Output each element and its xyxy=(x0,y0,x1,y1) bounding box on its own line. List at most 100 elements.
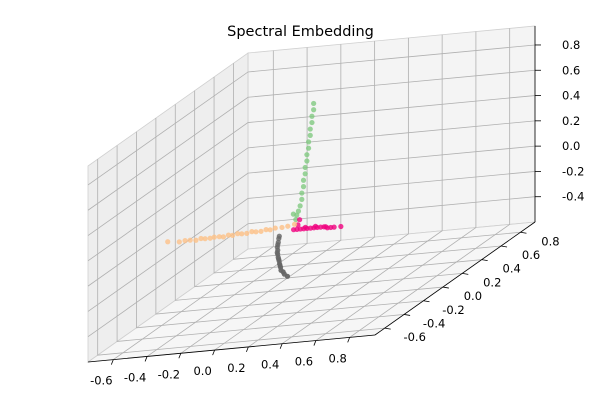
data-point-series-2 xyxy=(293,216,299,223)
data-point-series-2 xyxy=(309,113,315,119)
data-point-series-3 xyxy=(338,223,344,230)
data-point-series-1 xyxy=(267,227,273,233)
data-point-series-1 xyxy=(187,237,193,243)
y-grid-line xyxy=(155,118,443,315)
y-grid-line xyxy=(174,104,463,301)
data-point-series-1 xyxy=(244,230,250,236)
y-tick-mark xyxy=(404,314,411,316)
data-point-series-1 xyxy=(263,227,269,233)
y-tick-mark xyxy=(384,327,391,330)
data-point-series-2 xyxy=(307,126,313,132)
data-point-series-2 xyxy=(299,190,305,196)
data-point-series-1 xyxy=(211,234,217,240)
data-point-series-2 xyxy=(305,139,312,145)
x-tick-label: 0.6 xyxy=(295,355,313,369)
data-point-series-2 xyxy=(302,164,308,171)
z-tick-label: -0.4 xyxy=(562,190,584,204)
data-point-series-2 xyxy=(302,171,308,177)
chart-title: Spectral Embedding xyxy=(227,24,374,40)
x-tick-label: -0.2 xyxy=(158,367,180,381)
y-tick-mark xyxy=(423,300,430,303)
axis-lines xyxy=(87,26,536,363)
data-point-series-1 xyxy=(225,232,232,238)
y-grid-line xyxy=(233,63,521,260)
x-tick-label: -0.6 xyxy=(90,374,112,388)
data-point-series-1 xyxy=(193,237,199,243)
y-tick-label: 0.6 xyxy=(522,248,540,262)
data-point-series-2 xyxy=(297,203,303,209)
z-grid-line xyxy=(87,95,536,236)
z-grid-line xyxy=(87,196,536,338)
y-tick-label: 0.4 xyxy=(503,262,521,276)
data-point-series-2 xyxy=(311,107,317,113)
y-grid-line xyxy=(213,76,502,274)
x-grid-line xyxy=(146,47,308,357)
data-point-series-1 xyxy=(285,223,291,229)
data-point-series-2 xyxy=(305,145,312,151)
y-tick-label: 0.8 xyxy=(541,234,559,248)
data-point-series-1 xyxy=(235,231,241,237)
data-point-series-3 xyxy=(323,224,329,230)
data-point-series-1 xyxy=(249,229,255,235)
data-point-series-1 xyxy=(220,234,227,240)
data-point-series-4 xyxy=(284,273,291,279)
x-grid-line xyxy=(214,41,376,351)
x-grid-line xyxy=(180,44,342,354)
y-tick-mark xyxy=(481,259,488,262)
data-point-series-1 xyxy=(207,235,213,241)
data-point-series-1 xyxy=(258,228,264,234)
y-axis-line xyxy=(374,221,536,336)
y-grid-line xyxy=(116,145,405,342)
x-tick-mark xyxy=(110,359,114,365)
x-grid-line xyxy=(349,28,511,338)
y-grid-line xyxy=(136,131,424,329)
data-point-series-2 xyxy=(307,132,313,138)
data-point-series-3 xyxy=(312,223,319,229)
data-point-series-1 xyxy=(272,225,278,231)
data-point-series-3 xyxy=(302,224,309,230)
z-grid-line xyxy=(87,120,536,262)
x-axis-line xyxy=(87,334,376,363)
data-point-series-1 xyxy=(239,231,245,237)
z-tick-label: 0.4 xyxy=(562,89,580,103)
z-grid-line xyxy=(87,69,536,211)
z-grid-line xyxy=(87,44,536,186)
y-tick-mark xyxy=(500,245,508,248)
y-tick-mark xyxy=(442,286,449,289)
x-tick-label: 0.4 xyxy=(261,358,279,372)
data-point-series-2 xyxy=(309,119,315,126)
data-point-series-2 xyxy=(304,158,310,164)
data-point-series-1 xyxy=(198,235,204,242)
data-point-series-2 xyxy=(311,100,317,107)
y-grid-line xyxy=(97,159,385,356)
data-point-series-1 xyxy=(165,239,171,245)
data-point-series-1 xyxy=(176,239,182,245)
x-tick-mark xyxy=(313,340,317,346)
data-point-series-1 xyxy=(229,232,236,238)
data-point-series-2 xyxy=(300,177,307,183)
x-grid-line xyxy=(113,50,274,360)
data-point-series-2 xyxy=(290,211,296,217)
data-point-series-2 xyxy=(295,208,302,214)
data-point-series-1 xyxy=(291,221,298,227)
axis-panes xyxy=(86,25,537,363)
y-grid-line xyxy=(194,90,482,288)
x-tick-label: -0.4 xyxy=(124,370,146,384)
x-tick-label: 0.2 xyxy=(227,361,245,375)
data-point-series-1 xyxy=(279,224,285,231)
x-tick-mark xyxy=(212,349,215,356)
x-tick-mark xyxy=(347,337,351,343)
data-point-series-1 xyxy=(216,234,222,240)
grid-lines xyxy=(87,28,536,360)
z-tick-label: 0.6 xyxy=(562,63,580,77)
y-tick-label: -0.2 xyxy=(442,303,464,317)
data-point-series-3 xyxy=(297,217,303,223)
z-tick-label: 0.2 xyxy=(562,114,580,128)
x-grid-line xyxy=(315,31,477,341)
x-tick-mark xyxy=(144,356,148,362)
x-tick-mark xyxy=(279,343,283,349)
x-tick-label: 0.0 xyxy=(193,364,211,378)
data-point-series-2 xyxy=(300,184,307,190)
y-tick-label: 0.0 xyxy=(464,289,482,303)
